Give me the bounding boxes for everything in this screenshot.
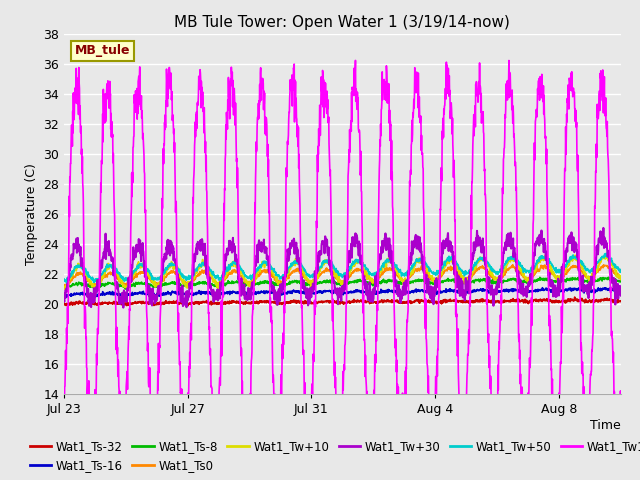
Y-axis label: Temperature (C): Temperature (C) — [25, 163, 38, 264]
Title: MB Tule Tower: Open Water 1 (3/19/14-now): MB Tule Tower: Open Water 1 (3/19/14-now… — [175, 15, 510, 30]
Legend: Wat1_Ts-32, Wat1_Ts-16, Wat1_Ts-8, Wat1_Ts0, Wat1_Tw+10, Wat1_Tw+30, Wat1_Tw+50,: Wat1_Ts-32, Wat1_Ts-16, Wat1_Ts-8, Wat1_… — [26, 435, 640, 477]
Text: MB_tule: MB_tule — [75, 44, 131, 58]
Text: Time: Time — [590, 419, 621, 432]
